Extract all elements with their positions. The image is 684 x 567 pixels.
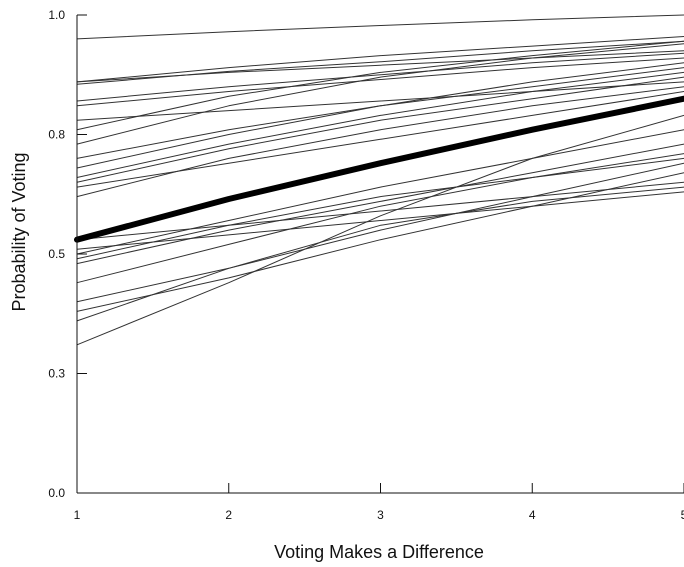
series-line-2 — [76, 14, 684, 40]
series-line-26 — [76, 143, 684, 265]
series-line-17 — [76, 129, 684, 255]
series-line-8 — [76, 50, 684, 83]
y-tick-label: 0.8 — [48, 128, 65, 142]
y-tick-label: 0.3 — [48, 367, 65, 381]
series-line-23 — [76, 172, 684, 312]
series-line-15 — [76, 86, 684, 198]
y-tick-label: 0.0 — [48, 486, 65, 500]
series-line-4 — [76, 36, 684, 83]
y-axis-label: Probability of Voting — [9, 152, 29, 311]
y-tick-label: 0.5 — [48, 247, 65, 261]
x-tick-label: 2 — [225, 508, 232, 522]
series-line-24 — [76, 186, 684, 322]
x-tick-label: 4 — [529, 508, 536, 522]
series-line-18 — [76, 157, 684, 260]
series-line-10 — [76, 67, 684, 159]
series-lines — [74, 14, 684, 346]
series-line-20 — [76, 181, 684, 241]
x-axis-label: Voting Makes a Difference — [274, 542, 484, 562]
series-line-13 — [76, 76, 684, 183]
series-line-5 — [76, 43, 684, 145]
series-line-25 — [76, 114, 684, 346]
x-tick-label: 3 — [377, 508, 384, 522]
y-tick-label: 1.0 — [48, 8, 65, 22]
series-line-6 — [76, 40, 684, 131]
series-line-22 — [76, 153, 684, 284]
series-line-9 — [76, 57, 684, 107]
series-line-21 — [76, 162, 684, 303]
series-line-7 — [76, 52, 684, 102]
series-line-19 — [76, 191, 684, 250]
x-tick-label: 5 — [681, 508, 684, 522]
series-line-3 — [76, 40, 684, 85]
series-line-11 — [76, 71, 684, 178]
x-tick-label: 1 — [74, 508, 81, 522]
axes: 0.0 0.3 0.5 0.8 1.0 1 2 3 4 5 — [48, 8, 684, 522]
series-line-highlight — [74, 95, 684, 243]
series-line-12 — [76, 62, 684, 169]
series-line-16 — [76, 81, 684, 121]
